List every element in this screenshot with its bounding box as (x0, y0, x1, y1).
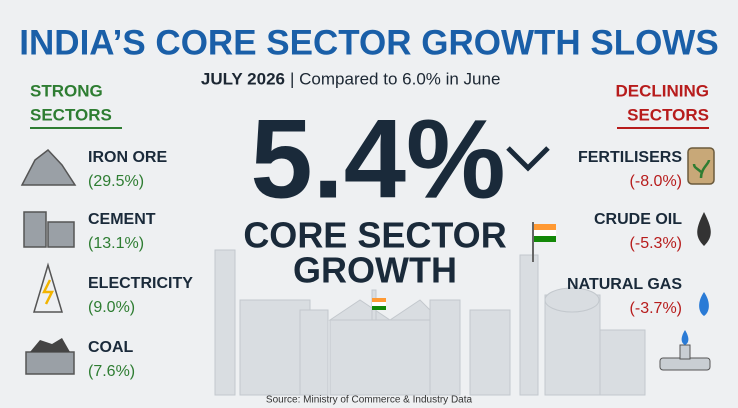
flag-band (372, 302, 386, 306)
headline-caption: GROWTH (293, 250, 457, 291)
sector-label: ELECTRICITY (88, 275, 193, 292)
section-heading: SECTORS (627, 105, 709, 124)
flag-band (372, 306, 386, 310)
icon-electricity (32, 262, 64, 313)
icon-ore (20, 148, 77, 186)
icon-cement (23, 211, 75, 248)
sector-change: (-3.7%) (630, 300, 682, 317)
flag-band (534, 236, 556, 242)
sector-change: (-5.3%) (630, 235, 682, 252)
headline-caption: CORE SECTOR (243, 215, 506, 256)
icon-oil (697, 212, 711, 246)
title: INDIA’S CORE SECTOR GROWTH SLOWS (19, 23, 718, 62)
headline-value: 5.4% (250, 97, 505, 222)
sector-change: (-8.0%) (630, 173, 682, 190)
source: Source: Ministry of Commerce & Industry … (266, 395, 473, 406)
section-heading: SECTORS (30, 105, 112, 124)
down-chevron (506, 146, 550, 172)
sector-change: (9.0%) (88, 299, 135, 316)
sector-label: COAL (88, 339, 134, 356)
sector-label: NATURAL GAS (567, 276, 682, 293)
period: JULY 2026 (201, 69, 285, 88)
sector-change: (7.6%) (88, 363, 135, 380)
icon-fertiliser (687, 147, 715, 185)
sector-label: CEMENT (88, 211, 156, 228)
heading-rule (30, 127, 122, 129)
icon-gas (699, 292, 709, 316)
flag-band (372, 298, 386, 302)
flag-band (534, 230, 556, 236)
flag-band (534, 224, 556, 230)
heading-rule (617, 127, 709, 129)
icon-coal (25, 338, 75, 375)
flag-pole (532, 222, 534, 262)
sector-label: FERTILISERS (578, 149, 682, 166)
industrial-skyline (214, 222, 646, 396)
comparison: | Compared to 6.0% in June (290, 69, 500, 88)
icon-pipeline (659, 330, 711, 371)
section-heading: DECLINING (616, 81, 710, 100)
sector-change: (29.5%) (88, 173, 144, 190)
sector-label: CRUDE OIL (594, 211, 682, 228)
section-heading: STRONG (30, 81, 103, 100)
sector-label: IRON ORE (88, 149, 167, 166)
sector-change: (13.1%) (88, 235, 144, 252)
